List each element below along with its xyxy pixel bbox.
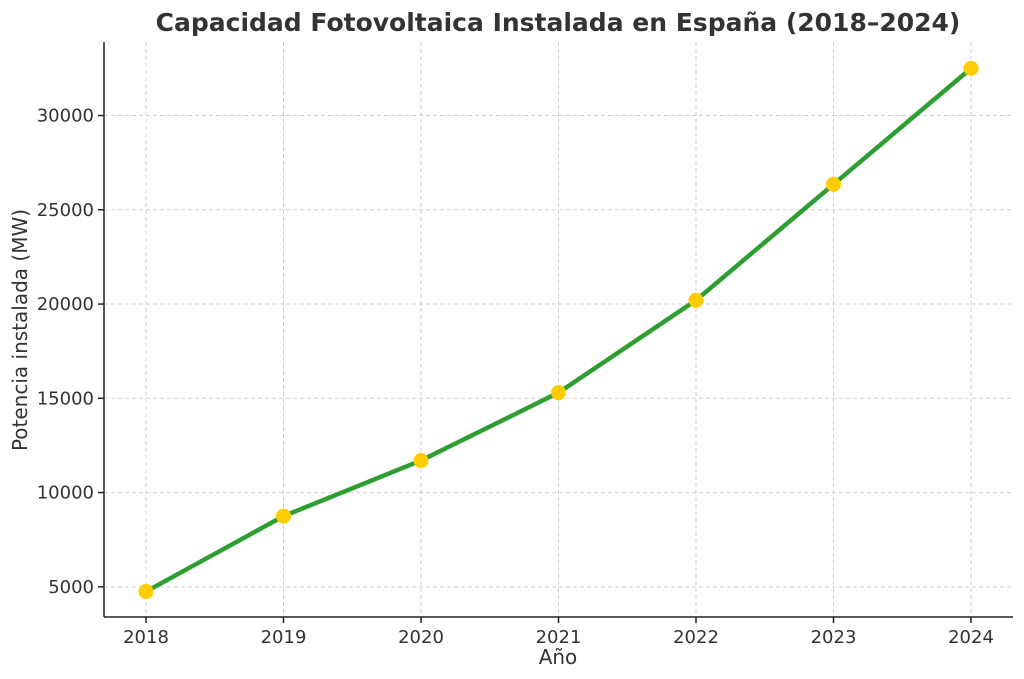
- x-tick-label: 2021: [536, 627, 582, 648]
- series: [138, 60, 979, 600]
- x-tick-label: 2024: [948, 627, 994, 648]
- data-point-2024: [963, 60, 979, 76]
- data-point-2019: [276, 508, 291, 524]
- data-point-2020: [413, 453, 429, 469]
- x-tick-label: 2019: [261, 627, 307, 648]
- y-axis-ticks: 5000 10000 15000 20000 25000 30000: [37, 106, 104, 598]
- data-point-2023: [826, 176, 841, 192]
- x-axis-label: Año: [539, 645, 578, 669]
- grid: [104, 42, 1013, 617]
- y-tick-label: 30000: [37, 106, 94, 127]
- x-tick-label: 2020: [398, 627, 444, 648]
- x-tick-label: 2023: [811, 627, 857, 648]
- y-tick-label: 15000: [37, 388, 94, 409]
- y-tick-label: 25000: [37, 200, 94, 221]
- y-axis-label: Potencia instalada (MW): [8, 209, 32, 451]
- data-point-2018: [138, 584, 154, 600]
- y-tick-label: 20000: [37, 294, 94, 315]
- data-point-2022: [688, 292, 704, 308]
- x-tick-label: 2022: [673, 627, 719, 648]
- chart-title: Capacidad Fotovoltaica Instalada en Espa…: [156, 8, 961, 37]
- x-axis-ticks: 2018 2019 2020 2021 2022 2023 2024: [123, 617, 994, 648]
- data-point-2021: [551, 385, 566, 401]
- y-tick-label: 5000: [48, 577, 94, 598]
- y-tick-label: 10000: [37, 483, 94, 504]
- x-tick-label: 2018: [123, 627, 169, 648]
